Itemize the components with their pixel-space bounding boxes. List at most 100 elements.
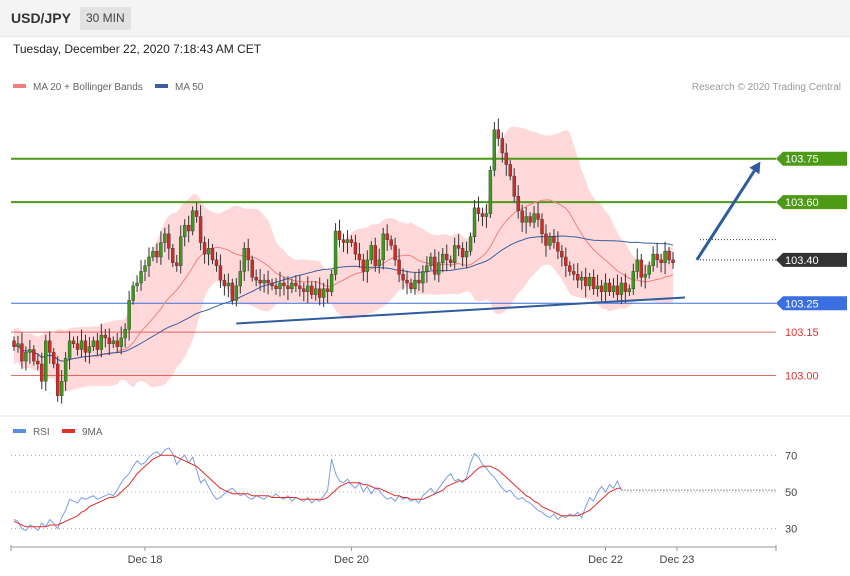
candle-body (274, 285, 278, 289)
candle-body (504, 152, 508, 165)
candle-body (528, 216, 532, 223)
rsi-tick-label: 70 (785, 450, 797, 462)
candle-body (262, 279, 266, 284)
candle-body (16, 343, 20, 347)
candle-body (12, 340, 16, 347)
candle-body (151, 251, 155, 258)
candle-body (20, 343, 24, 362)
candle-body (282, 282, 286, 287)
ma20-legend-swatch (13, 84, 26, 88)
timeframe-button[interactable]: 30 MIN (80, 7, 131, 30)
price-level-label: 103.60 (785, 197, 819, 209)
candle-body (91, 340, 96, 347)
rsi-plot: 70 50 30 (11, 447, 797, 536)
candle-body (361, 259, 366, 272)
candle-body (508, 164, 512, 177)
candle-body (24, 352, 28, 362)
candle-body (210, 248, 215, 261)
candle-body (496, 129, 501, 139)
candle-body (492, 129, 497, 171)
price-level-tag (776, 296, 847, 311)
candle-body (556, 242, 560, 252)
candle-body (52, 352, 56, 365)
price-level-tag (776, 252, 847, 267)
candle-body (290, 282, 294, 290)
candle-body (175, 262, 179, 266)
candle-body (655, 253, 659, 261)
candle-body (627, 288, 632, 292)
price-level-label: 103.40 (785, 255, 819, 267)
candle-body (425, 265, 429, 272)
candle-body (413, 279, 417, 289)
candle-body (456, 245, 461, 249)
chart-datetime: Tuesday, December 22, 2020 7:18:43 AM CE… (13, 42, 262, 56)
candle-body (643, 274, 647, 278)
candle-body (67, 340, 72, 359)
candle-body (488, 170, 493, 214)
ma50-line (13, 235, 674, 362)
candle-body (183, 224, 187, 237)
candle-body (230, 282, 235, 301)
bollinger-band (14, 126, 673, 393)
candle-body (226, 282, 231, 287)
candle-body (377, 259, 381, 266)
candle-body (115, 340, 119, 347)
candle-body (254, 277, 258, 281)
candle-body (389, 239, 393, 246)
candle-body (111, 340, 115, 344)
candle-body (635, 259, 639, 272)
rsi-legend-label: RSI (33, 427, 50, 438)
price-level-label: 103.25 (785, 298, 819, 310)
candle-body (599, 285, 604, 292)
copyright-text: Research © 2020 Trading Central (692, 82, 841, 93)
candle-body (246, 248, 250, 261)
candle-body (452, 245, 457, 263)
x-tick-label: Dec 20 (334, 554, 369, 566)
candle-body (460, 248, 465, 258)
candle-body (186, 224, 191, 232)
candle-body (468, 236, 473, 252)
candle-body (83, 340, 88, 353)
candle-body (647, 265, 651, 275)
candle-body (314, 288, 318, 295)
candle-body (576, 274, 580, 281)
candle-body (198, 216, 203, 243)
candle-body (437, 262, 441, 275)
projection-arrow-shaft (695, 170, 756, 261)
symbol-label: USD/JPY (11, 10, 71, 26)
candle-body (75, 343, 80, 350)
candle-body (532, 213, 536, 223)
candle-body (337, 230, 342, 240)
candle-body (250, 259, 254, 278)
candle-body (464, 251, 469, 258)
candle-body (28, 349, 32, 353)
candle-body (167, 233, 171, 249)
candle-body (234, 285, 239, 301)
candle-body (40, 363, 44, 382)
candle-body (417, 279, 421, 284)
candle-body (63, 357, 68, 382)
x-tick-label: Dec 18 (128, 554, 163, 566)
candle-body (369, 245, 373, 261)
candle-body (516, 196, 520, 211)
candle-body (71, 340, 76, 344)
candle-body (325, 288, 330, 292)
candle-body (524, 216, 528, 223)
candle-body (119, 337, 123, 347)
price-level-label: 103.15 (785, 327, 819, 339)
candle-body (591, 277, 596, 289)
ma9-legend-label: 9MA (82, 427, 103, 438)
rsi-tick-label: 50 (785, 487, 797, 499)
candle-body (583, 277, 588, 287)
candle-body (429, 256, 433, 266)
candle-body (409, 282, 413, 290)
candle-body (552, 236, 556, 243)
candle-body (163, 233, 167, 243)
candle-body (214, 259, 219, 266)
candle-body (472, 207, 477, 237)
candle-body (258, 279, 262, 284)
candle-body (540, 219, 544, 235)
candle-body (55, 363, 60, 396)
candle-body (190, 210, 195, 232)
candle-body (449, 259, 453, 263)
